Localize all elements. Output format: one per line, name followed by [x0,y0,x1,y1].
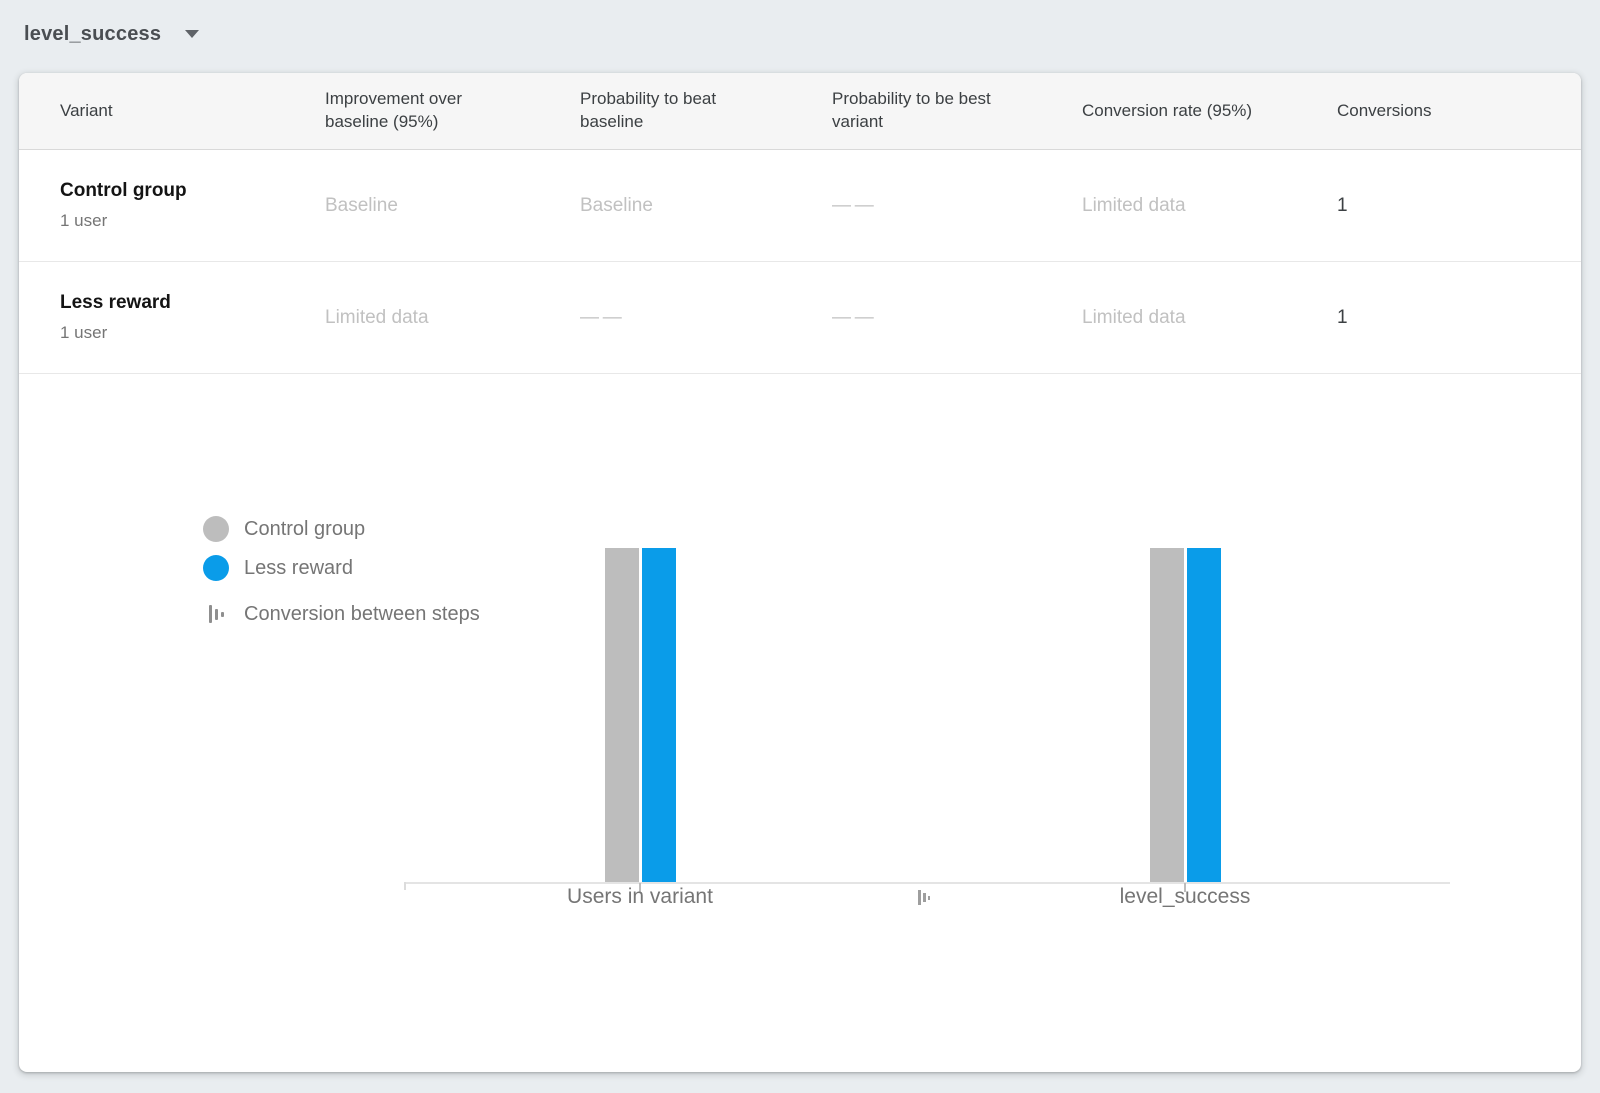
variant-name: Control group [60,180,187,201]
conversion-rate-value: Limited data [1082,194,1186,216]
column-header-variant: Variant [60,100,113,120]
table-header-row: Variant Improvement over baseline (95%) … [19,73,1581,150]
prob-best-variant-value: — — [832,306,874,328]
metric-selector-label: level_success [24,22,162,45]
legend-label: Conversion between steps [244,602,480,625]
improvement-value: Baseline [325,194,398,216]
bar-control-group [1150,548,1184,883]
column-header-prob-beat-baseline: Probability to beat baseline [580,89,717,131]
legend-label: Less reward [244,556,353,579]
variant-name: Less reward [60,292,171,313]
control-group-swatch-icon [203,516,229,542]
legend-item-less-reward: Less reward [203,555,353,581]
conversion-between-steps-icon [918,890,930,905]
toolbar: level_success [24,16,200,52]
x-axis-label-users-in-variant: Users in variant [567,885,713,908]
variant-cell: Control group 1 user [60,180,325,231]
legend-label: Control group [244,517,366,540]
column-header-prob-best-variant: Probability to be best variant [832,89,991,131]
prob-beat-baseline-value: Baseline [580,194,653,216]
conversion-between-steps-icon [203,605,229,623]
table-row: Control group 1 user Baseline Baseline —… [19,150,1581,262]
prob-beat-baseline-value: — — [580,306,622,328]
x-axis-end-tick [404,882,406,890]
bar-group-users-in-variant [605,548,676,883]
x-axis-line [404,882,1450,884]
x-axis-tick [1184,883,1186,892]
improvement-value: Limited data [325,306,429,328]
less-reward-swatch-icon [203,555,229,581]
bar-less-reward [1187,548,1221,883]
variant-user-count: 1 user [60,323,108,342]
variant-cell: Less reward 1 user [60,292,325,343]
legend-item-control-group: Control group [203,516,365,542]
prob-best-variant-value: — — [832,194,874,216]
chevron-down-icon [185,30,200,38]
conversion-funnel-chart: Control group Less reward Conversion bet… [19,374,1581,1072]
legend-item-conversion-between-steps: Conversion between steps [203,601,480,627]
conversion-rate-value: Limited data [1082,306,1186,328]
bar-less-reward [642,548,676,883]
metric-selector-dropdown[interactable]: level_success [24,22,200,46]
x-axis-tick [639,883,641,892]
experiment-results-card: Variant Improvement over baseline (95%) … [19,73,1581,1072]
column-header-improvement: Improvement over baseline (95%) [325,89,462,131]
conversions-value: 1 [1337,306,1348,328]
column-header-conversions: Conversions [1337,100,1432,120]
variant-user-count: 1 user [60,211,108,230]
bar-control-group [605,548,639,883]
conversions-value: 1 [1337,194,1348,216]
column-header-conversion-rate: Conversion rate (95%) [1082,100,1253,120]
table-row: Less reward 1 user Limited data — — — — … [19,262,1581,374]
x-axis-label-level-success: level_success [1119,885,1251,908]
bar-group-level-success [1150,548,1221,883]
